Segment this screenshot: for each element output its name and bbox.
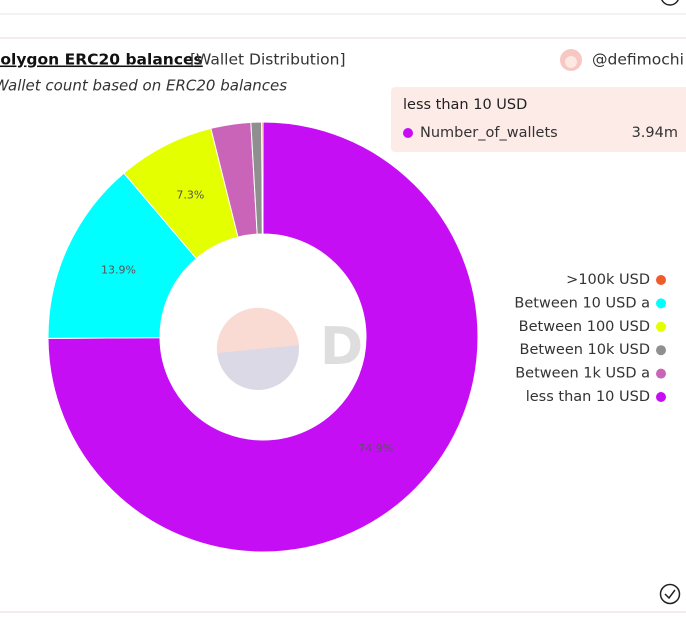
legend-swatch (656, 321, 666, 332)
tooltip-value: 3.94m (632, 125, 678, 141)
legend-label: Between 10 USD a (514, 295, 650, 311)
title[interactable]: Polygon ERC20 balances (0, 51, 203, 69)
slice-label: 7.3% (176, 189, 204, 202)
slice-label: 74.9% (358, 442, 393, 455)
watermark-logo (216, 307, 299, 390)
legend-label: Between 100 USD (519, 319, 650, 335)
legend-label: Between 10k USD (520, 342, 651, 358)
author[interactable]: @defimochi (592, 51, 684, 69)
legend-label: less than 10 USD (526, 389, 650, 405)
legend-label: >100k USD (566, 272, 650, 288)
description: Wallet count based on ERC20 balances (0, 77, 287, 95)
legend-swatch (656, 298, 666, 309)
tooltip: less than 10 USD Number_of_wallets 3.94m (391, 87, 686, 152)
legend-swatch (656, 392, 666, 402)
tooltip-series: Number_of_wallets (420, 125, 558, 141)
check-icon[interactable] (661, 0, 679, 6)
check-icon[interactable] (659, 583, 681, 605)
avatar (560, 49, 582, 71)
legend-swatch (656, 345, 666, 356)
subtitle: [Wallet Distribution] (190, 51, 346, 69)
slice (47, 121, 479, 553)
slice-label: 13.9% (101, 264, 136, 277)
legend-swatch (656, 368, 666, 379)
tooltip-title: less than 10 USD (403, 97, 527, 113)
slice (47, 172, 198, 339)
legend-label: Between 1k USD a (515, 366, 650, 382)
tooltip-dot (403, 128, 413, 138)
slice (261, 121, 264, 235)
legend-swatch (656, 275, 666, 285)
